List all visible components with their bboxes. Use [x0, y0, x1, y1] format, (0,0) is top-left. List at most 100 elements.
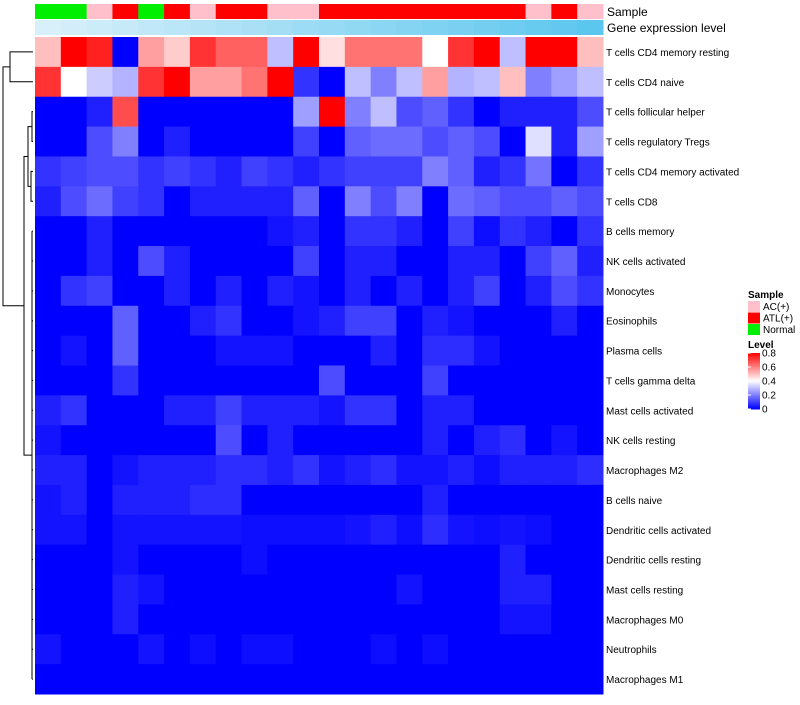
heatmap-cell: [189, 574, 217, 605]
heatmap-cell: [35, 455, 62, 486]
level-colorbar-segment: [748, 358, 760, 361]
heatmap-cell: [267, 66, 294, 98]
heatmap-cell: [473, 664, 501, 695]
heatmap-cell: [86, 574, 113, 605]
heatmap-cell: [577, 335, 604, 366]
heatmap-cell: [112, 574, 139, 605]
heatmap-cell: [60, 484, 88, 516]
heatmap-cell: [448, 37, 475, 68]
heatmap-cell: [35, 544, 62, 576]
heatmap-cell: [138, 634, 165, 665]
heatmap-cell: [370, 96, 397, 128]
heatmap-cell: [267, 604, 294, 635]
expression-annotation-cell: [138, 20, 165, 35]
heatmap-cell: [422, 604, 449, 635]
heatmap-cell: [448, 275, 475, 307]
heatmap-cell: [525, 186, 552, 217]
heatmap-cell: [422, 246, 449, 277]
heatmap-cell: [499, 66, 527, 98]
heatmap-cell: [35, 216, 62, 247]
heatmap-cell: [370, 335, 397, 366]
heatmap-cell: [422, 574, 449, 605]
heatmap-cell: [164, 156, 191, 187]
level-colorbar-segment: [748, 383, 760, 386]
heatmap-cell: [112, 395, 139, 426]
level-colorbar-segment: [748, 400, 760, 403]
row-label: NK cells resting: [606, 436, 675, 447]
row-label: Dendritic cells resting: [606, 556, 701, 567]
heatmap-cell: [112, 514, 139, 546]
level-colorbar-segment: [748, 406, 760, 409]
expression-annotation-cell: [215, 20, 243, 35]
level-colorbar-segment: [748, 385, 760, 388]
heatmap-cell: [35, 246, 62, 277]
heatmap-cell: [344, 395, 372, 426]
heatmap-cell: [267, 126, 294, 157]
heatmap-cell: [267, 484, 294, 516]
heatmap-cell: [396, 544, 423, 576]
heatmap-cell: [577, 186, 604, 217]
heatmap-cell: [267, 365, 294, 396]
heatmap-cell: [293, 484, 320, 516]
heatmap-cell: [215, 425, 243, 456]
expression-annotation-cell: [422, 20, 449, 35]
heatmap-cell: [267, 425, 294, 456]
heatmap-cell: [396, 604, 423, 635]
level-colorbar-segment: [748, 372, 760, 375]
heatmap-cell: [396, 335, 423, 366]
heatmap-cell: [164, 634, 191, 665]
heatmap-cell: [164, 305, 191, 337]
heatmap-cell: [448, 664, 475, 695]
heatmap-cell: [396, 305, 423, 337]
dendrogram-branch: [30, 170, 33, 202]
heatmap-cell: [112, 335, 139, 366]
heatmap-cell: [215, 305, 243, 337]
heatmap-cell: [344, 604, 372, 635]
heatmap-cell: [164, 37, 191, 68]
heatmap-cell: [35, 634, 62, 665]
heatmap-cell: [473, 395, 501, 426]
row-label: T cells CD4 memory resting: [606, 48, 729, 59]
heatmap-cell: [422, 395, 449, 426]
heatmap-cell: [396, 455, 423, 486]
heatmap-cell: [448, 305, 475, 337]
heatmap-cell: [112, 484, 139, 516]
heatmap-cell: [164, 365, 191, 396]
heatmap-cell: [293, 186, 320, 217]
level-colorbar-segment: [748, 369, 760, 372]
heatmap-cell: [499, 335, 527, 366]
heatmap-cell: [86, 96, 113, 128]
heatmap-cell: [551, 395, 578, 426]
level-colorbar-segment: [748, 388, 760, 390]
sample-annotation-cell: [319, 4, 346, 19]
heatmap-cell: [448, 156, 475, 187]
heatmap-cell: [319, 484, 346, 516]
heatmap-cell: [344, 514, 372, 546]
heatmap-cell: [448, 395, 475, 426]
heatmap-cell: [422, 186, 449, 217]
row-label: T cells CD4 memory activated: [606, 167, 739, 178]
heatmap-cell: [189, 126, 217, 157]
row-label: NK cells activated: [606, 257, 685, 268]
heatmap-cell: [473, 544, 501, 576]
heatmap-cell: [525, 604, 552, 635]
heatmap-cell: [396, 37, 423, 68]
heatmap-cell: [164, 216, 191, 247]
heatmap-cell: [138, 37, 165, 68]
heatmap-cell: [448, 96, 475, 128]
heatmap-cell: [215, 156, 243, 187]
heatmap-cell: [60, 305, 88, 337]
heatmap-cell: [551, 246, 578, 277]
heatmap-cell: [577, 634, 604, 665]
heatmap-cell: [293, 335, 320, 366]
heatmap-cell: [499, 664, 527, 695]
heatmap-cell: [60, 455, 88, 486]
heatmap-cell: [422, 455, 449, 486]
heatmap-cell: [215, 66, 243, 98]
heatmap-cell: [138, 126, 165, 157]
heatmap-cell: [267, 395, 294, 426]
heatmap-cell: [577, 37, 604, 68]
heatmap-cell: [525, 37, 552, 68]
expression-annotation-cell: [112, 20, 139, 35]
